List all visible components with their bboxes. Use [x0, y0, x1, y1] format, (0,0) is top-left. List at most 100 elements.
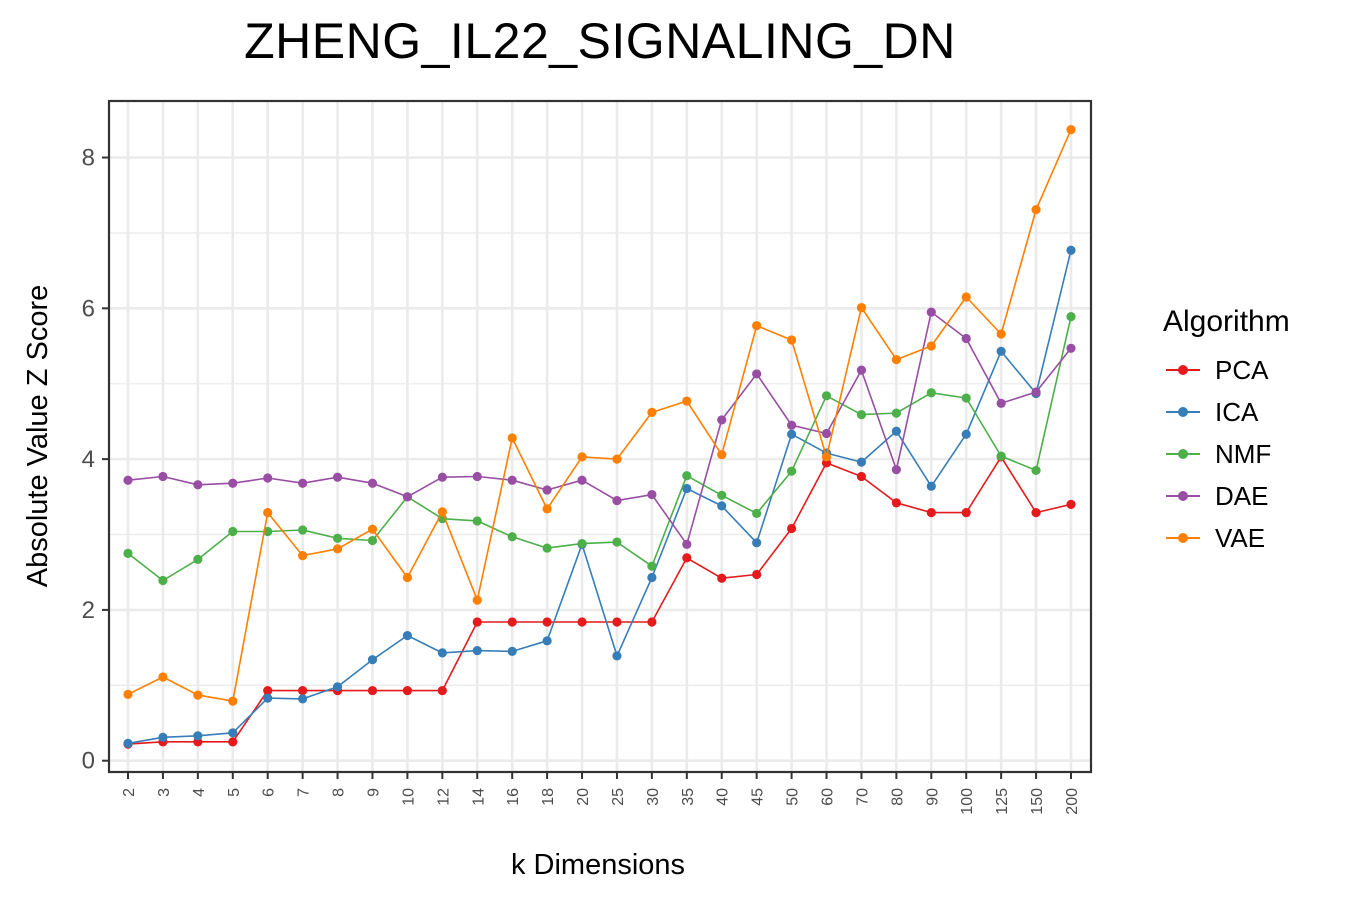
x-tick-label: 20 [575, 788, 592, 806]
data-point-pca [437, 685, 447, 696]
data-point-dae [647, 489, 657, 500]
legend-key-dot [1178, 365, 1188, 375]
series-dae [123, 307, 1076, 549]
data-point-dae [472, 471, 482, 482]
data-point-vae [717, 449, 727, 460]
grid-major [109, 101, 1091, 772]
data-point-dae [752, 369, 762, 379]
data-point-pca [367, 685, 378, 696]
data-point-ica [123, 738, 133, 748]
data-point-ica [193, 731, 203, 741]
data-point-ica [647, 572, 657, 583]
x-tick-label: 12 [435, 788, 452, 806]
legend-key-dot [1178, 533, 1188, 543]
legend-key [1163, 402, 1203, 422]
legend-item-nmf: NMF [1163, 433, 1290, 475]
x-tick-label: 50 [785, 788, 802, 806]
data-point-dae [1066, 343, 1076, 353]
x-tick-label: 25 [610, 788, 627, 806]
data-point-vae [612, 454, 622, 464]
data-point-vae [123, 689, 133, 699]
data-point-vae [577, 452, 587, 462]
data-point-nmf [193, 554, 203, 564]
data-point-nmf [507, 532, 517, 542]
data-point-vae [961, 292, 971, 302]
data-point-dae [577, 475, 587, 485]
y-tick-label: 0 [82, 748, 95, 775]
legend-item-vae: VAE [1163, 517, 1290, 559]
data-point-dae [961, 333, 971, 344]
x-tick-label: 16 [505, 788, 522, 806]
data-point-vae [298, 551, 308, 561]
y-axis: 0 2 4 6 8 [82, 145, 109, 775]
legend-item-ica: ICA [1163, 391, 1290, 433]
data-point-vae [996, 329, 1006, 339]
y-tick-label: 4 [82, 446, 95, 473]
data-point-ica [437, 648, 447, 658]
legend-key-dot [1178, 449, 1188, 459]
series-line-ica [127, 250, 1072, 745]
x-tick-label: 2 [121, 788, 138, 797]
data-point-pca [752, 569, 762, 580]
data-point-ica [752, 538, 762, 548]
x-tick-label: 150 [1029, 788, 1046, 815]
data-point-nmf [821, 391, 832, 401]
data-point-dae [123, 475, 133, 485]
panel-border [107, 99, 1093, 774]
data-point-vae [856, 302, 867, 313]
legend-label: PCA [1215, 354, 1269, 385]
data-point-nmf [1031, 465, 1041, 476]
data-point-vae [1066, 125, 1076, 135]
legend-item-dae: DAE [1163, 475, 1290, 517]
legend-key-dot [1178, 407, 1188, 417]
data-point-nmf [786, 466, 797, 476]
x-tick-label: 80 [889, 788, 906, 806]
legend-item-pca: PCA [1163, 349, 1290, 391]
x-tick-label: 9 [365, 788, 382, 797]
grid-minor [109, 232, 1091, 686]
data-point-nmf [123, 548, 133, 558]
data-point-dae [507, 475, 517, 485]
data-point-nmf [612, 537, 622, 547]
data-point-vae [821, 452, 832, 462]
data-point-ica [786, 429, 797, 439]
x-tick-label: 7 [296, 788, 313, 797]
data-point-pca [961, 508, 971, 518]
x-tick-label: 30 [645, 788, 662, 806]
data-point-nmf [367, 535, 378, 546]
data-point-dae [856, 365, 867, 375]
data-point-pca [472, 617, 482, 627]
data-point-dae [367, 478, 378, 488]
data-point-nmf [926, 388, 936, 398]
data-point-vae [158, 672, 168, 682]
data-point-ica [228, 728, 238, 738]
x-axis: 2 3 4 5 6 7 8 9 10 12 14 16 18 20 25 30 35 40 45 50 60 70 80 90… [121, 772, 1081, 815]
legend-items: PCA ICA NMF DAE VAE [1163, 349, 1290, 559]
x-tick-label: 100 [959, 788, 976, 815]
data-point-ica [332, 682, 343, 692]
legend-key [1163, 528, 1203, 548]
data-point-pca [507, 617, 517, 627]
data-point-vae [367, 524, 378, 534]
y-axis-label: Absolute Value Z Score [22, 285, 54, 588]
data-point-nmf [577, 538, 587, 549]
data-point-dae [891, 465, 901, 475]
x-tick-label: 45 [750, 788, 767, 806]
data-point-ica [996, 346, 1006, 356]
x-tick-label: 14 [470, 788, 487, 806]
series-line-vae [127, 129, 1072, 702]
y-tick-label: 2 [82, 597, 95, 624]
data-point-nmf [647, 561, 657, 571]
data-point-ica [542, 636, 552, 646]
data-point-dae [228, 478, 238, 488]
x-tick-label: 40 [715, 788, 732, 806]
legend-key [1163, 486, 1203, 506]
series-layer [123, 125, 1076, 749]
series-nmf [123, 312, 1076, 586]
legend: Algorithm PCA ICA NMF DAE VAE [1163, 305, 1290, 559]
data-point-pca [682, 553, 692, 563]
data-point-vae [1031, 204, 1041, 215]
x-axis-label: k Dimensions [511, 849, 685, 881]
data-point-nmf [472, 516, 482, 526]
